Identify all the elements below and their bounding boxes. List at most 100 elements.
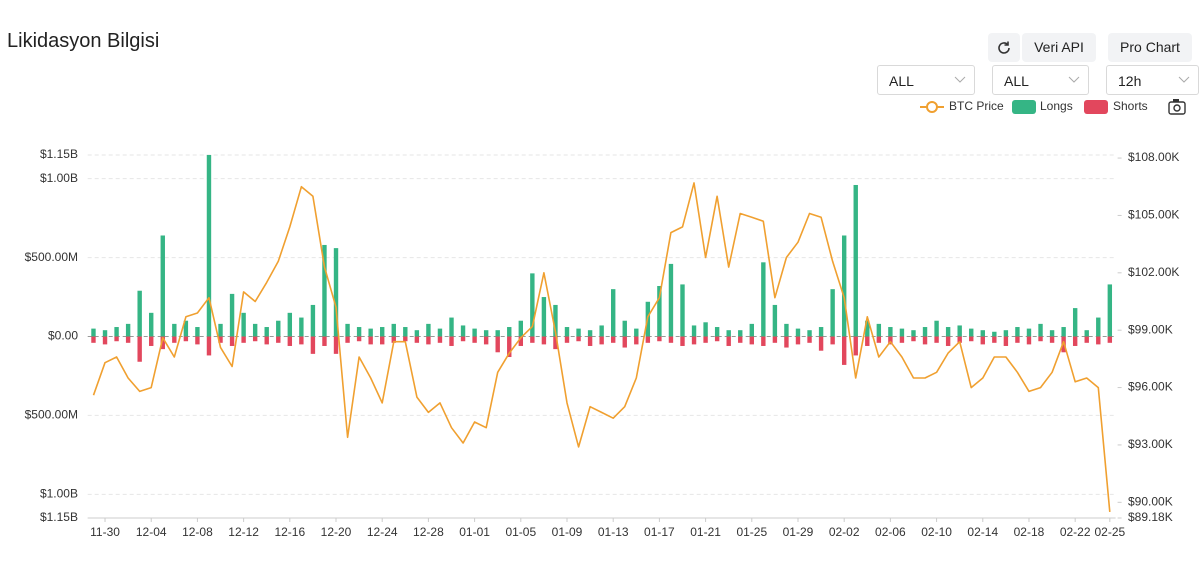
bar bbox=[876, 336, 882, 343]
bar bbox=[449, 317, 454, 337]
bar bbox=[992, 331, 997, 337]
bar bbox=[530, 273, 535, 337]
bar bbox=[426, 323, 431, 337]
bar bbox=[229, 293, 235, 337]
bar bbox=[876, 323, 882, 337]
bar bbox=[599, 325, 604, 337]
bar bbox=[310, 304, 316, 337]
bar bbox=[587, 330, 593, 337]
dropdown-value: ALL bbox=[889, 73, 914, 89]
y-tick-label: $1.15B bbox=[40, 510, 78, 524]
bar bbox=[945, 336, 951, 346]
bar bbox=[102, 336, 108, 345]
x-tick-label: 11-30 bbox=[90, 525, 120, 539]
bar bbox=[576, 336, 581, 342]
bar bbox=[218, 336, 223, 343]
bar bbox=[1026, 336, 1032, 345]
bar bbox=[1038, 323, 1043, 337]
bar bbox=[818, 327, 824, 337]
bar bbox=[703, 336, 708, 343]
dropdown[interactable]: ALL bbox=[877, 65, 975, 95]
bar bbox=[841, 235, 847, 337]
bar bbox=[345, 336, 350, 343]
bar bbox=[922, 327, 928, 337]
legend-label: BTC Price bbox=[949, 99, 1004, 113]
bar bbox=[437, 328, 443, 337]
camera-icon[interactable] bbox=[1168, 99, 1186, 115]
legend-swatch bbox=[1012, 100, 1036, 114]
x-tick-label: 01-17 bbox=[644, 525, 675, 539]
bar bbox=[414, 336, 420, 343]
bar bbox=[1072, 336, 1078, 346]
bar bbox=[507, 336, 512, 358]
bar bbox=[507, 327, 512, 337]
dropdown[interactable]: 12h bbox=[1106, 65, 1199, 95]
bar bbox=[276, 320, 281, 337]
refresh-button[interactable] bbox=[988, 33, 1020, 62]
bar bbox=[229, 336, 235, 346]
x-tick-label: 01-25 bbox=[736, 525, 767, 539]
y-tick-label: $500.00M bbox=[25, 250, 78, 264]
bar bbox=[530, 336, 535, 343]
bar bbox=[645, 301, 651, 337]
bar bbox=[657, 336, 662, 342]
bar bbox=[160, 336, 165, 350]
dropdown[interactable]: ALL bbox=[992, 65, 1089, 95]
bar bbox=[553, 336, 558, 350]
bar bbox=[356, 327, 362, 337]
bar bbox=[149, 312, 154, 337]
x-tick-label: 01-13 bbox=[598, 525, 629, 539]
bar bbox=[125, 336, 131, 343]
y2-tick-label: $89.18K bbox=[1128, 510, 1173, 524]
y-tick-label: $0.00 bbox=[48, 329, 78, 343]
bar bbox=[276, 336, 281, 343]
bar bbox=[195, 336, 200, 345]
bar bbox=[541, 336, 547, 345]
bar bbox=[634, 336, 639, 345]
x-tick-label: 12-12 bbox=[228, 525, 259, 539]
bar bbox=[495, 336, 500, 353]
bar bbox=[749, 323, 754, 337]
bar bbox=[807, 330, 812, 337]
legend-swatch bbox=[1084, 100, 1108, 114]
bar bbox=[1084, 336, 1089, 343]
y2-tick-label: $105.00K bbox=[1128, 208, 1179, 222]
bar bbox=[149, 336, 154, 346]
bar bbox=[714, 336, 720, 342]
bar bbox=[818, 336, 824, 351]
bar bbox=[1096, 336, 1101, 345]
bar bbox=[1015, 336, 1020, 343]
bar bbox=[1049, 336, 1055, 343]
chevron bbox=[1178, 76, 1190, 83]
bar bbox=[738, 336, 743, 343]
x-tick-label: 01-21 bbox=[690, 525, 721, 539]
bar bbox=[299, 336, 304, 345]
bar bbox=[241, 336, 246, 343]
bar bbox=[206, 155, 212, 337]
bar bbox=[807, 336, 812, 343]
bar bbox=[784, 323, 789, 337]
bar bbox=[957, 336, 962, 343]
bar bbox=[772, 336, 778, 343]
chevron bbox=[954, 76, 966, 83]
bar bbox=[241, 312, 246, 337]
bar bbox=[1003, 330, 1009, 337]
x-tick-label: 12-04 bbox=[136, 525, 167, 539]
bar bbox=[114, 336, 119, 342]
bar bbox=[287, 336, 293, 346]
bar bbox=[899, 336, 905, 343]
bar bbox=[264, 327, 269, 337]
bar bbox=[841, 336, 847, 365]
y2-tick-label: $108.00K bbox=[1128, 150, 1179, 164]
api-button[interactable]: Veri API bbox=[1022, 33, 1096, 62]
y-tick-label: $500.00M bbox=[25, 408, 78, 422]
bar bbox=[91, 328, 96, 337]
bar bbox=[622, 320, 627, 337]
x-tick-label: 12-24 bbox=[367, 525, 398, 539]
pro-chart-button[interactable]: Pro Chart bbox=[1108, 33, 1192, 62]
bar bbox=[680, 284, 685, 337]
bar bbox=[1072, 308, 1078, 337]
bar bbox=[426, 336, 431, 345]
bar bbox=[172, 323, 177, 337]
bar bbox=[391, 336, 396, 343]
